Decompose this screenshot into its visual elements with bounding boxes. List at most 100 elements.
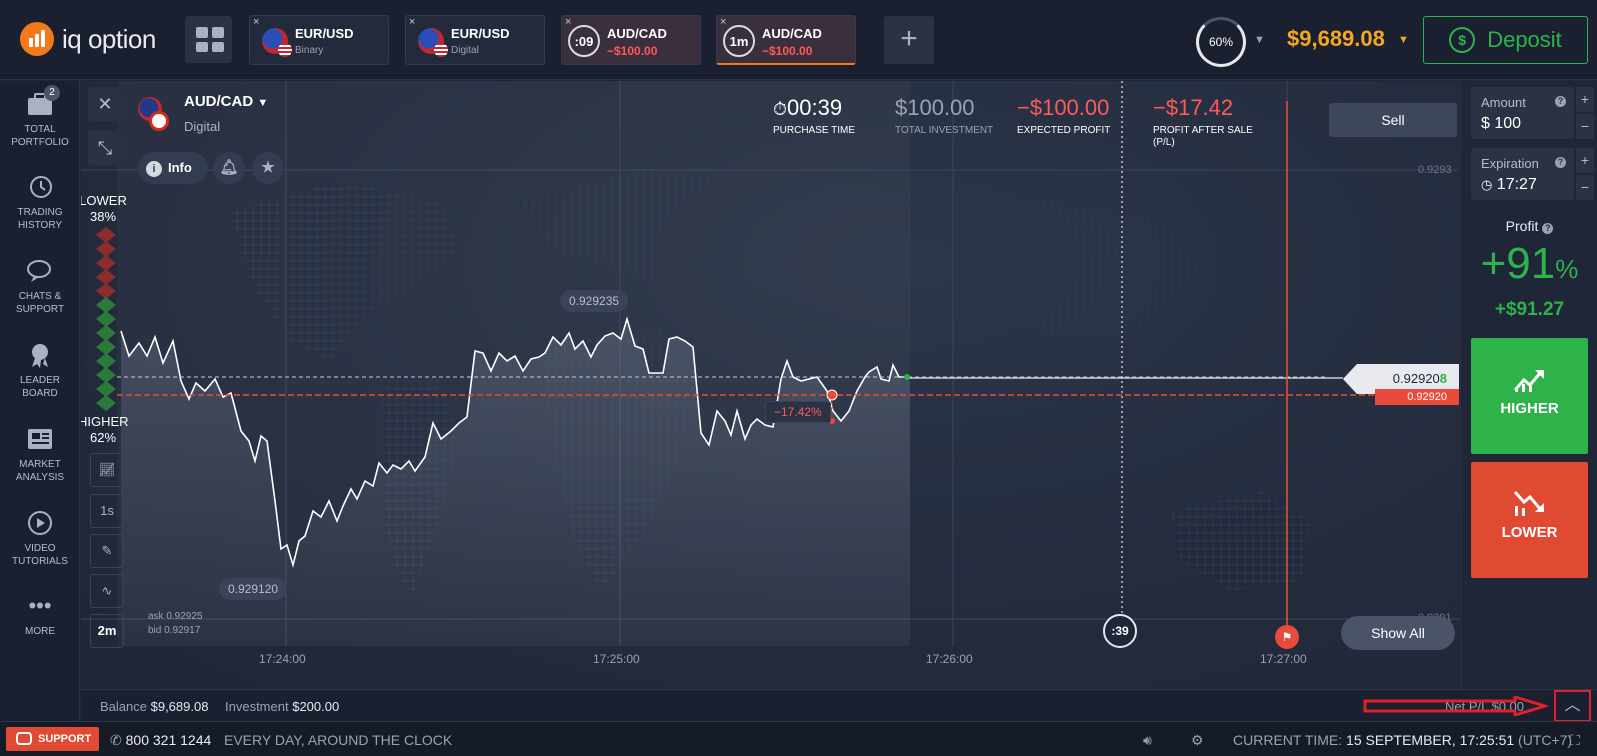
sidebar-item-more[interactable]: ••• MORE [0, 593, 80, 638]
level-progress[interactable]: 60% [1196, 17, 1246, 67]
amount-increase-button[interactable]: + [1576, 87, 1594, 112]
sidebar-label: TRADING [17, 207, 63, 218]
help-icon[interactable]: ? [1555, 96, 1566, 107]
phone-number[interactable]: ✆ 800 321 1244 [110, 732, 212, 748]
add-tab-button[interactable]: + [884, 16, 934, 64]
asset-selector[interactable]: AUD/CAD ▼ [184, 93, 268, 110]
help-icon[interactable]: ? [1555, 157, 1566, 168]
tab-loss: −$100.00 [607, 44, 658, 58]
profit-after-sale-stat: −$17.42 PROFIT AFTER SALE (P/L) [1153, 95, 1253, 149]
sidebar-label: CHATS & [18, 291, 62, 302]
sidebar-label: HISTORY [17, 220, 63, 231]
asset-tab-audcad-1m[interactable]: × 1m AUD/CAD −$100.00 [716, 15, 856, 65]
trade-panel: Amount ? $ 100 + − Expiration ? ◷ 17:27 … [1460, 81, 1597, 689]
star-icon[interactable]: ★ [252, 152, 284, 184]
logo[interactable]: iq option [20, 22, 156, 56]
sidebar-item-trading-history[interactable]: TRADING HISTORY [0, 174, 80, 232]
expiration-value[interactable]: ◷ 17:27 [1481, 176, 1537, 193]
purchase-time-stat: ⏱00:39 PURCHASE TIME [773, 95, 855, 137]
eu-us-flag-icon [262, 28, 292, 57]
asset-tab-eurusd-digital[interactable]: × EUR/USD Digital [405, 15, 545, 65]
sidebar-item-leaderboard[interactable]: LEADER BOARD [0, 342, 80, 400]
asset-tab-audcad-9s[interactable]: × :09 AUD/CAD −$100.00 [561, 15, 701, 65]
bell-icon[interactable]: 🔔︎ [213, 152, 245, 184]
deal-marker[interactable] [826, 389, 838, 401]
sidebar-item-video-tutorials[interactable]: VIDEO TUTORIALS [0, 510, 80, 568]
investment-stat: $100.00 TOTAL INVESTMENT [895, 95, 993, 137]
ask-price: ask 0.92925 [148, 611, 203, 622]
support-hours: EVERY DAY, AROUND THE CLOCK [224, 732, 453, 748]
close-tab-icon[interactable]: × [720, 16, 727, 28]
support-button[interactable]: SUPPORT [6, 727, 99, 751]
close-tab-icon[interactable]: × [409, 16, 416, 28]
lower-button[interactable]: LOWER [1471, 462, 1588, 578]
sidebar-item-portfolio[interactable]: 2 TOTAL PORTFOLIO [0, 85, 80, 149]
dots-icon: ••• [28, 593, 52, 618]
amount-value[interactable]: $ 100 [1481, 115, 1522, 132]
x-tick-label: 17:26:00 [926, 652, 973, 666]
sidebar-item-market-analysis[interactable]: MARKET ANALYSIS [0, 426, 80, 484]
asset-tab-eurusd-binary[interactable]: × EUR/USD Binary [249, 15, 389, 65]
profit-amount: +$91.27 [1494, 299, 1565, 320]
show-all-button[interactable]: Show All [1341, 616, 1455, 650]
expiration-field[interactable]: Expiration ? ◷ 17:27 [1471, 148, 1574, 200]
chart-type-button[interactable]: 📈︎ [90, 453, 124, 487]
account-balance[interactable]: $9,689.08 [1287, 26, 1385, 51]
asset-name: AUD/CAD [184, 93, 254, 110]
close-tab-icon[interactable]: × [565, 16, 572, 28]
sidebar-label: TOTAL [24, 124, 56, 135]
expected-profit: −$100.00 [1017, 95, 1110, 120]
price-line [120, 316, 907, 569]
sell-button[interactable]: Sell [1329, 103, 1457, 137]
profit-label: Profit? [1461, 218, 1597, 234]
open-price-tag: 0.92920 [1375, 389, 1459, 405]
chevron-down-icon[interactable]: ▼ [1398, 34, 1409, 46]
timeframe-button[interactable]: 2m [90, 614, 124, 648]
total-investment: $100.00 [895, 95, 975, 120]
sidebar-item-chats-support[interactable]: CHATS & SUPPORT [0, 258, 80, 316]
amount-decrease-button[interactable]: − [1576, 114, 1594, 139]
candle-interval-button[interactable]: 1s [90, 494, 124, 528]
deposit-button[interactable]: $ Deposit [1423, 16, 1588, 64]
chart-up-icon [1471, 364, 1588, 400]
sidebar-label: LEADER [19, 375, 60, 386]
tab-title: AUD/CAD [762, 26, 822, 41]
price-chart[interactable]: ✕ ⤡ AUD/CAD ▼ Digital i Info 🔔︎ ★ LOWER 3… [81, 81, 1459, 689]
chat-icon [16, 732, 32, 745]
info-button[interactable]: i Info [138, 152, 208, 184]
expected-profit-stat: −$100.00 EXPECTED PROFIT [1017, 95, 1110, 137]
purchase-time: 00:39 [787, 95, 843, 120]
current-time: CURRENT TIME: 15 SEPTEMBER, 17:25:51 (UT… [1233, 732, 1573, 748]
logo-text: iq option [62, 23, 156, 54]
medal-icon [26, 342, 54, 368]
chevron-down-icon[interactable]: ▼ [1254, 34, 1265, 46]
close-tab-icon[interactable]: × [253, 16, 260, 28]
expiration-decrease-button[interactable]: − [1576, 175, 1594, 200]
tab-title: EUR/USD [451, 26, 510, 41]
profit-percent: +91% [1480, 239, 1579, 288]
sound-icon[interactable]: 🔊︎ [1143, 732, 1152, 748]
collapse-chart-button[interactable]: ⤡ [88, 131, 122, 165]
eu-us-flag-icon [418, 28, 448, 57]
gear-icon[interactable]: ⚙ [1191, 732, 1204, 748]
expand-panel-button[interactable]: ︿ [1554, 690, 1591, 722]
higher-button[interactable]: HIGHER [1471, 338, 1588, 454]
fullscreen-icon[interactable]: ⛶ [1570, 732, 1580, 748]
sidebar-label: VIDEO [24, 543, 56, 554]
x-tick-label: 17:25:00 [593, 652, 640, 666]
help-icon[interactable]: ? [1542, 223, 1554, 234]
drawing-tools-button[interactable]: ✎ [90, 534, 124, 568]
dollar-refresh-icon: $ [1449, 27, 1476, 53]
high-price-label: 0.929235 [560, 290, 629, 312]
asset-grid-button[interactable] [185, 16, 232, 63]
sidebar-label: BOARD [22, 388, 58, 399]
logo-icon [20, 22, 54, 56]
amount-field[interactable]: Amount ? $ 100 [1471, 87, 1574, 139]
finish-flag-icon: ⚑ [1275, 625, 1299, 649]
expiration-label: Expiration [1481, 156, 1539, 171]
expiration-increase-button[interactable]: + [1576, 148, 1594, 173]
tab-title: EUR/USD [295, 26, 354, 41]
history-icon [26, 174, 54, 200]
indicators-button[interactable]: ∿ [90, 574, 124, 608]
close-chart-button[interactable]: ✕ [88, 87, 122, 121]
